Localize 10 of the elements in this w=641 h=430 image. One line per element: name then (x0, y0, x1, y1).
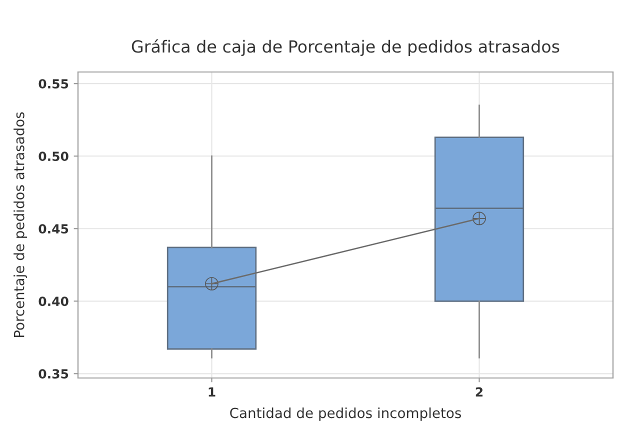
y-axis-title: Porcentaje de pedidos atrasados (14, 112, 28, 338)
x-tick-label: 1 (208, 387, 216, 397)
y-tick-label: 0.35 (38, 369, 68, 379)
x-axis-title: Cantidad de pedidos incompletos (230, 407, 462, 421)
x-tick-label: 2 (476, 387, 483, 397)
chart-title: Gráfica de caja de Porcentaje de pedidos atrasados (132, 39, 560, 56)
y-tick-label: 0.55 (38, 79, 68, 89)
y-tick-label: 0.45 (38, 224, 68, 234)
y-tick-label: 0.50 (38, 152, 68, 162)
y-tick-label: 0.40 (38, 296, 68, 306)
